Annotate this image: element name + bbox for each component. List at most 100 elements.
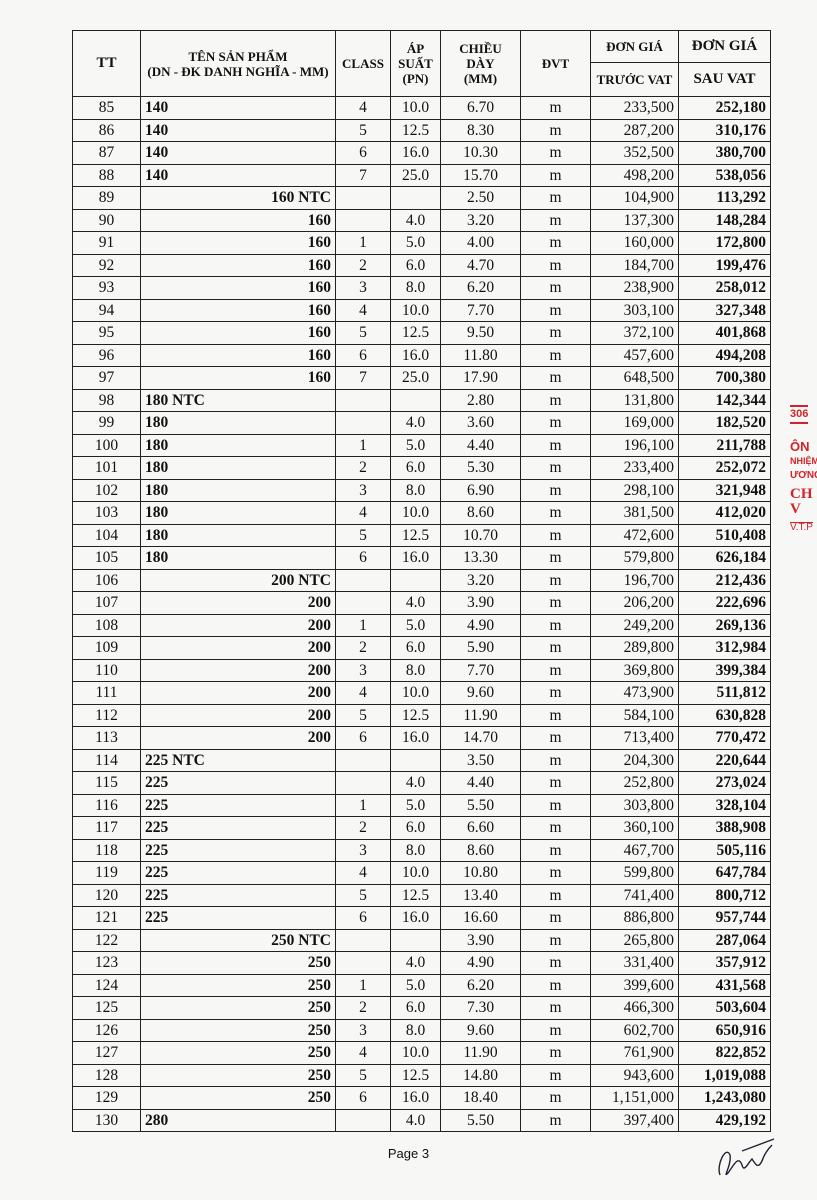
row-tt: 112 [72, 703, 141, 727]
row-product-name: 225 [140, 906, 336, 930]
row-price-after-vat: 538,056 [678, 163, 771, 187]
row-class: 5 [335, 703, 391, 727]
row-price-before-vat: 104,900 [590, 186, 679, 210]
row-price-before-vat: 233,500 [590, 96, 679, 120]
table-row: 130 280 4.0 5.50 m 397,400 429,192 [72, 1108, 771, 1132]
row-price-before-vat: 457,600 [590, 343, 679, 367]
row-pressure: 10.0 [390, 298, 441, 322]
row-unit: m [520, 973, 591, 997]
row-pressure: 5.0 [390, 793, 441, 817]
header-tt: TT [72, 30, 141, 97]
row-unit: m [520, 276, 591, 300]
row-thickness: 11.90 [440, 1041, 521, 1065]
row-thickness: 6.20 [440, 973, 521, 997]
row-price-before-vat: 238,900 [590, 276, 679, 300]
table-row: 117 225 2 6.0 6.60 m 360,100 388,908 [72, 816, 771, 840]
row-unit: m [520, 433, 591, 457]
row-pressure: 8.0 [390, 478, 441, 502]
row-tt: 95 [72, 321, 141, 345]
row-tt: 115 [72, 771, 141, 795]
row-price-before-vat: 886,800 [590, 906, 679, 930]
row-price-after-vat: 273,024 [678, 771, 771, 795]
row-price-before-vat: 467,700 [590, 838, 679, 862]
row-thickness: 14.70 [440, 726, 521, 750]
row-product-name: 200 [140, 636, 336, 660]
row-price-after-vat: 626,184 [678, 546, 771, 570]
header-thickness-line2: DÀY [466, 56, 495, 71]
header-thickness: CHIỀU DÀY (MM) [440, 30, 521, 97]
row-thickness: 2.50 [440, 186, 521, 210]
row-price-after-vat: 503,604 [678, 996, 771, 1020]
row-unit: m [520, 96, 591, 120]
row-price-after-vat: 1,019,088 [678, 1063, 771, 1087]
table-row: 92 160 2 6.0 4.70 m 184,700 199,476 [72, 253, 771, 277]
row-product-name: 200 [140, 613, 336, 637]
row-unit: m [520, 388, 591, 412]
row-price-before-vat: 761,900 [590, 1041, 679, 1065]
table-row: 108 200 1 5.0 4.90 m 249,200 269,136 [72, 613, 771, 637]
table-row: 110 200 3 8.0 7.70 m 369,800 399,384 [72, 658, 771, 682]
price-table: TT TÊN SẢN PHẨM (DN - ĐK DANH NGHĨA - MM… [72, 30, 771, 1132]
header-pressure-line2: SUẤT [398, 56, 433, 71]
row-class: 4 [335, 861, 391, 885]
row-product-name: 160 [140, 298, 336, 322]
row-tt: 110 [72, 658, 141, 682]
row-pressure: 6.0 [390, 456, 441, 480]
header-price-1: ĐƠN GIÁ [590, 30, 679, 63]
row-product-name: 250 [140, 996, 336, 1020]
row-unit: m [520, 748, 591, 772]
row-thickness: 3.50 [440, 748, 521, 772]
row-unit: m [520, 996, 591, 1020]
row-unit: m [520, 928, 591, 952]
row-price-after-vat: 630,828 [678, 703, 771, 727]
row-tt: 100 [72, 433, 141, 457]
row-unit: m [520, 321, 591, 345]
row-unit: m [520, 816, 591, 840]
row-class: 1 [335, 231, 391, 255]
row-price-after-vat: 212,436 [678, 568, 771, 592]
row-pressure: 16.0 [390, 546, 441, 570]
row-tt: 129 [72, 1086, 141, 1110]
row-pressure: 4.0 [390, 1108, 441, 1132]
row-class: 3 [335, 658, 391, 682]
table-row: 118 225 3 8.0 8.60 m 467,700 505,116 [72, 838, 771, 862]
table-row: 121 225 6 16.0 16.60 m 886,800 957,744 [72, 906, 771, 930]
header-pressure-line3: (PN) [402, 71, 429, 86]
table-row: 96 160 6 16.0 11.80 m 457,600 494,208 [72, 343, 771, 367]
row-class [335, 951, 391, 975]
row-price-before-vat: 352,500 [590, 141, 679, 165]
row-tt: 101 [72, 456, 141, 480]
table-row: 87 140 6 16.0 10.30 m 352,500 380,700 [72, 141, 771, 165]
row-product-name: 180 [140, 411, 336, 435]
row-thickness: 10.80 [440, 861, 521, 885]
row-product-name: 160 [140, 321, 336, 345]
row-class: 6 [335, 1086, 391, 1110]
row-thickness: 11.80 [440, 343, 521, 367]
row-pressure [390, 388, 441, 412]
row-tt: 122 [72, 928, 141, 952]
row-price-after-vat: 822,852 [678, 1041, 771, 1065]
row-unit: m [520, 501, 591, 525]
row-tt: 88 [72, 163, 141, 187]
row-price-after-vat: 312,984 [678, 636, 771, 660]
header-class: CLASS [335, 30, 391, 97]
table-row: 89 160 NTC 2.50 m 104,900 113,292 [72, 186, 771, 210]
row-product-name: 180 [140, 523, 336, 547]
table-row: 116 225 1 5.0 5.50 m 303,800 328,104 [72, 793, 771, 817]
row-price-before-vat: 169,000 [590, 411, 679, 435]
row-pressure: 5.0 [390, 613, 441, 637]
row-unit: m [520, 546, 591, 570]
row-product-name: 250 [140, 1086, 336, 1110]
table-row: 101 180 2 6.0 5.30 m 233,400 252,072 [72, 456, 771, 480]
row-product-name: 160 [140, 253, 336, 277]
row-unit: m [520, 411, 591, 435]
row-tt: 109 [72, 636, 141, 660]
row-unit: m [520, 523, 591, 547]
row-pressure [390, 186, 441, 210]
row-pressure: 12.5 [390, 321, 441, 345]
row-thickness: 6.20 [440, 276, 521, 300]
header-product-line1: TÊN SẢN PHẨM [188, 48, 288, 64]
row-product-name: 140 [140, 163, 336, 187]
row-product-name: 140 [140, 96, 336, 120]
